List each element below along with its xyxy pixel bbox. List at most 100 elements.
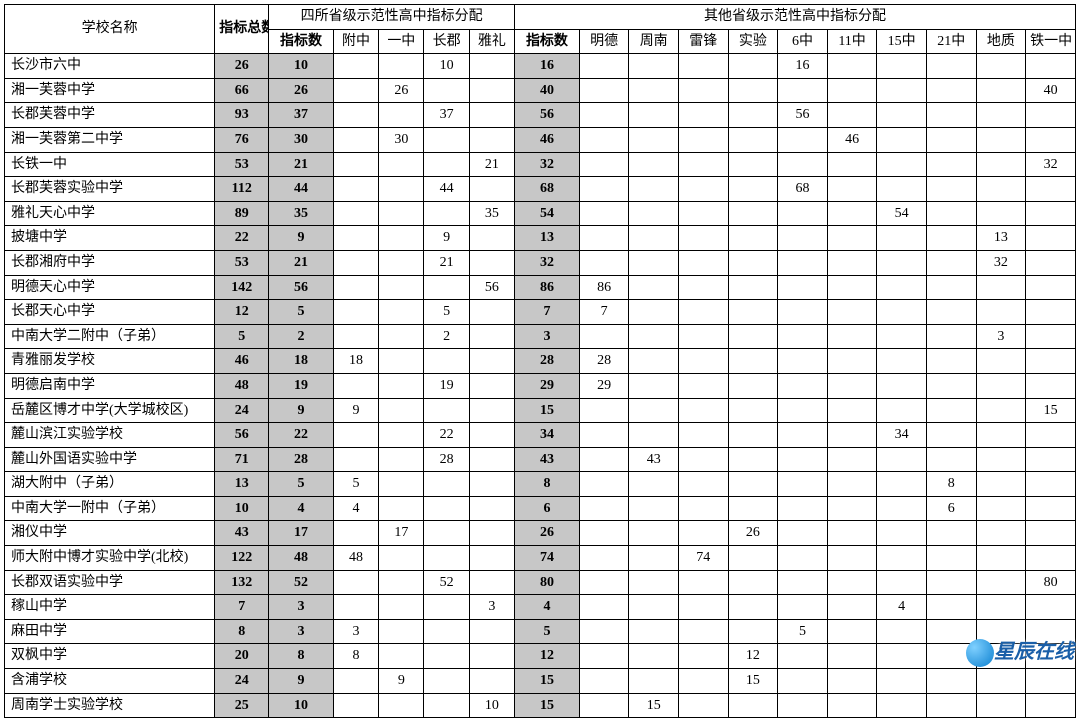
cell-zn: [629, 472, 679, 497]
cell-z6: [778, 472, 828, 497]
hdr-z11: 11中: [827, 29, 877, 54]
cell-z21: [926, 78, 976, 103]
cell-z11: [827, 152, 877, 177]
cell-md: [579, 521, 629, 546]
cell-total: 20: [215, 644, 269, 669]
cell-fz: [333, 152, 378, 177]
hdr-total: 指标总数: [215, 5, 269, 54]
cell-z21: [926, 398, 976, 423]
cell-zn: [629, 619, 679, 644]
cell-zn: [629, 226, 679, 251]
cell-yl: [469, 423, 514, 448]
cell-school: 周南学士实验学校: [5, 693, 215, 718]
cell-zn: [629, 546, 679, 571]
cell-lf: [678, 398, 728, 423]
cell-lf: [678, 78, 728, 103]
cell-tyz: [1026, 373, 1076, 398]
cell-lf: [678, 250, 728, 275]
cell-lf: [678, 423, 728, 448]
cell-zn: [629, 250, 679, 275]
cell-idx4: 9: [269, 398, 334, 423]
cell-z6: [778, 595, 828, 620]
cell-total: 5: [215, 324, 269, 349]
hdr-dz: 地质: [976, 29, 1026, 54]
hdr-group-four: 四所省级示范性高中指标分配: [269, 5, 515, 30]
cell-cj: [424, 349, 469, 374]
cell-tyz: [1026, 619, 1076, 644]
cell-school: 双枫中学: [5, 644, 215, 669]
cell-tyz: 15: [1026, 398, 1076, 423]
cell-dz: [976, 669, 1026, 694]
cell-idxo: 8: [515, 472, 580, 497]
table-row: 青雅丽发学校4618182828: [5, 349, 1076, 374]
cell-tyz: [1026, 595, 1076, 620]
cell-yl: 56: [469, 275, 514, 300]
table-row: 湘一芙蓉第二中学7630304646: [5, 127, 1076, 152]
cell-z21: [926, 693, 976, 718]
cell-total: 43: [215, 521, 269, 546]
cell-fz: [333, 201, 378, 226]
cell-z15: [877, 349, 927, 374]
cell-total: 8: [215, 619, 269, 644]
cell-zn: [629, 644, 679, 669]
hdr-sy: 实验: [728, 29, 778, 54]
cell-lf: [678, 644, 728, 669]
cell-sy: [728, 201, 778, 226]
table-row: 岳麓区博才中学(大学城校区)24991515: [5, 398, 1076, 423]
cell-z6: [778, 570, 828, 595]
cell-zn: 43: [629, 447, 679, 472]
cell-zn: [629, 349, 679, 374]
cell-dz: [976, 177, 1026, 202]
cell-idxo: 15: [515, 693, 580, 718]
cell-z15: [877, 250, 927, 275]
cell-school: 麓山滨江实验学校: [5, 423, 215, 448]
cell-z21: [926, 546, 976, 571]
cell-idxo: 15: [515, 669, 580, 694]
cell-school: 岳麓区博才中学(大学城校区): [5, 398, 215, 423]
cell-z6: [778, 226, 828, 251]
hdr-md: 明德: [579, 29, 629, 54]
cell-dz: [976, 447, 1026, 472]
cell-yz: [379, 619, 424, 644]
cell-z11: [827, 300, 877, 325]
cell-school: 湖大附中（子弟）: [5, 472, 215, 497]
cell-dz: [976, 127, 1026, 152]
table-row: 含浦学校24991515: [5, 669, 1076, 694]
cell-tyz: [1026, 177, 1076, 202]
cell-z15: [877, 644, 927, 669]
cell-yz: [379, 595, 424, 620]
cell-z21: [926, 177, 976, 202]
cell-zn: [629, 275, 679, 300]
cell-z21: [926, 54, 976, 79]
hdr-idx4: 指标数: [269, 29, 334, 54]
cell-z11: [827, 201, 877, 226]
cell-school: 明德启南中学: [5, 373, 215, 398]
cell-total: 22: [215, 226, 269, 251]
cell-z11: [827, 103, 877, 128]
cell-z11: 46: [827, 127, 877, 152]
cell-cj: [424, 546, 469, 571]
cell-yl: [469, 54, 514, 79]
cell-yl: [469, 324, 514, 349]
hdr-lf: 雷锋: [678, 29, 728, 54]
cell-z6: [778, 423, 828, 448]
cell-z11: [827, 78, 877, 103]
cell-cj: [424, 619, 469, 644]
cell-z21: [926, 447, 976, 472]
cell-idx4: 8: [269, 644, 334, 669]
cell-z6: [778, 447, 828, 472]
cell-yl: [469, 447, 514, 472]
cell-z6: [778, 496, 828, 521]
cell-zn: [629, 669, 679, 694]
cell-z21: [926, 595, 976, 620]
cell-yl: [469, 349, 514, 374]
cell-idxo: 34: [515, 423, 580, 448]
cell-md: 29: [579, 373, 629, 398]
cell-fz: [333, 693, 378, 718]
cell-lf: [678, 447, 728, 472]
cell-idx4: 44: [269, 177, 334, 202]
cell-idxo: 5: [515, 619, 580, 644]
cell-idxo: 7: [515, 300, 580, 325]
cell-fz: [333, 669, 378, 694]
cell-lf: [678, 496, 728, 521]
